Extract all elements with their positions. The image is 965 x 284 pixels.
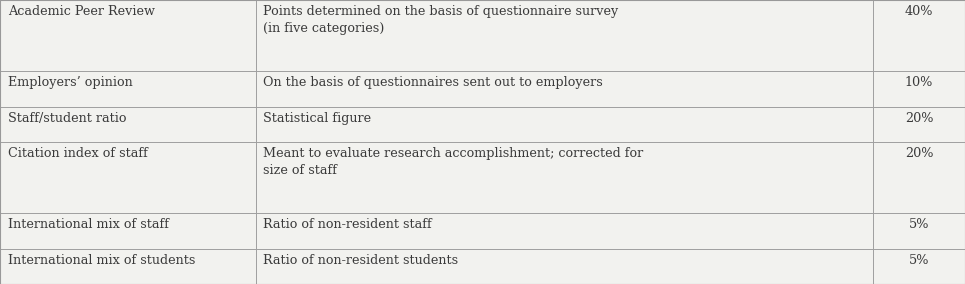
Bar — [0, 0, 256, 71]
Bar — [873, 0, 965, 71]
Bar — [256, 248, 873, 284]
Text: 20%: 20% — [905, 147, 933, 160]
Text: International mix of staff: International mix of staff — [8, 218, 169, 231]
Bar — [256, 142, 873, 213]
Bar — [0, 142, 256, 213]
Text: 40%: 40% — [905, 5, 933, 18]
Text: Ratio of non-resident staff: Ratio of non-resident staff — [263, 218, 432, 231]
Bar — [0, 106, 256, 142]
Text: Citation index of staff: Citation index of staff — [8, 147, 148, 160]
Text: 20%: 20% — [905, 112, 933, 125]
Bar — [873, 142, 965, 213]
Text: Staff/student ratio: Staff/student ratio — [8, 112, 126, 125]
Text: Academic Peer Review: Academic Peer Review — [8, 5, 154, 18]
Bar — [256, 213, 873, 248]
Text: On the basis of questionnaires sent out to employers: On the basis of questionnaires sent out … — [263, 76, 603, 89]
Text: 5%: 5% — [909, 254, 929, 267]
Text: Employers’ opinion: Employers’ opinion — [8, 76, 132, 89]
Text: 10%: 10% — [905, 76, 933, 89]
Bar — [256, 71, 873, 106]
Text: Ratio of non-resident students: Ratio of non-resident students — [263, 254, 458, 267]
Bar — [256, 0, 873, 71]
Text: Points determined on the basis of questionnaire survey
(in five categories): Points determined on the basis of questi… — [263, 5, 619, 35]
Bar — [256, 106, 873, 142]
Text: Statistical figure: Statistical figure — [263, 112, 372, 125]
Bar — [0, 213, 256, 248]
Bar — [0, 248, 256, 284]
Bar — [873, 213, 965, 248]
Text: Meant to evaluate research accomplishment; corrected for
size of staff: Meant to evaluate research accomplishmen… — [263, 147, 644, 177]
Bar — [0, 71, 256, 106]
Text: 5%: 5% — [909, 218, 929, 231]
Text: International mix of students: International mix of students — [8, 254, 195, 267]
Bar — [873, 71, 965, 106]
Bar — [873, 106, 965, 142]
Bar — [873, 248, 965, 284]
